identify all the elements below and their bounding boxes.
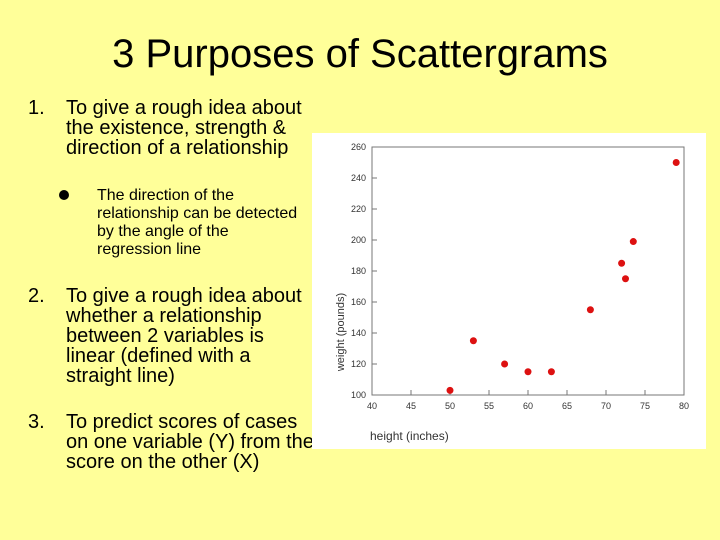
data-point: [622, 275, 629, 283]
item-2-text: To give a rough idea about whether a rel…: [66, 285, 302, 387]
data-point: [524, 368, 532, 376]
slide-title: 3 Purposes of Scattergrams: [112, 32, 608, 76]
x-axis-ticks: 40 45 50 55 60 65 70 75 80: [367, 390, 689, 411]
y-tick-label: 180: [351, 266, 366, 276]
x-tick-label: 60: [523, 401, 533, 411]
bullet-icon: [59, 190, 69, 200]
data-point: [618, 259, 626, 267]
scatter-plot-svg: 100 120 140 160 180 200 220 240 260 40 45 50 55 60 65…: [335, 142, 689, 443]
y-tick-label: 140: [351, 328, 366, 338]
x-tick-label: 75: [640, 401, 650, 411]
y-tick-label: 160: [351, 297, 366, 307]
x-tick-label: 50: [445, 401, 455, 411]
x-axis-label: height (inches): [370, 429, 449, 443]
x-tick-label: 40: [367, 401, 377, 411]
data-point: [586, 306, 594, 314]
data-point: [446, 386, 454, 394]
y-tick-label: 240: [351, 173, 366, 183]
y-tick-label: 260: [351, 142, 366, 152]
y-axis-ticks: 100 120 140 160 180 200 220 240 260: [351, 142, 377, 400]
y-tick-label: 100: [351, 390, 366, 400]
data-point: [547, 368, 555, 376]
item-3-number: 3.: [28, 411, 45, 433]
data-point: [672, 159, 680, 166]
data-point: [501, 360, 509, 368]
x-tick-label: 70: [601, 401, 611, 411]
data-points: [446, 159, 680, 394]
x-tick-label: 80: [679, 401, 689, 411]
item-3-text: To predict scores of cases on one variab…: [66, 411, 314, 473]
y-tick-label: 200: [351, 235, 366, 245]
scatter-chart: 100 120 140 160 180 200 220 240 260 40 45 50 55 60 65…: [312, 133, 706, 449]
y-tick-label: 120: [351, 359, 366, 369]
item-2-number: 2.: [28, 285, 45, 307]
data-point: [629, 238, 637, 246]
item-1-number: 1.: [28, 97, 45, 119]
x-tick-label: 55: [484, 401, 494, 411]
item-1-text: To give a rough idea about the existence…: [66, 97, 302, 159]
plot-frame: [371, 146, 685, 396]
x-tick-label: 45: [406, 401, 416, 411]
y-axis-label: weight (pounds): [335, 293, 347, 372]
data-point: [469, 337, 477, 345]
x-tick-label: 65: [562, 401, 572, 411]
y-tick-label: 220: [351, 204, 366, 214]
sub-bullet-text: The direction of the relationship can be…: [97, 187, 298, 258]
